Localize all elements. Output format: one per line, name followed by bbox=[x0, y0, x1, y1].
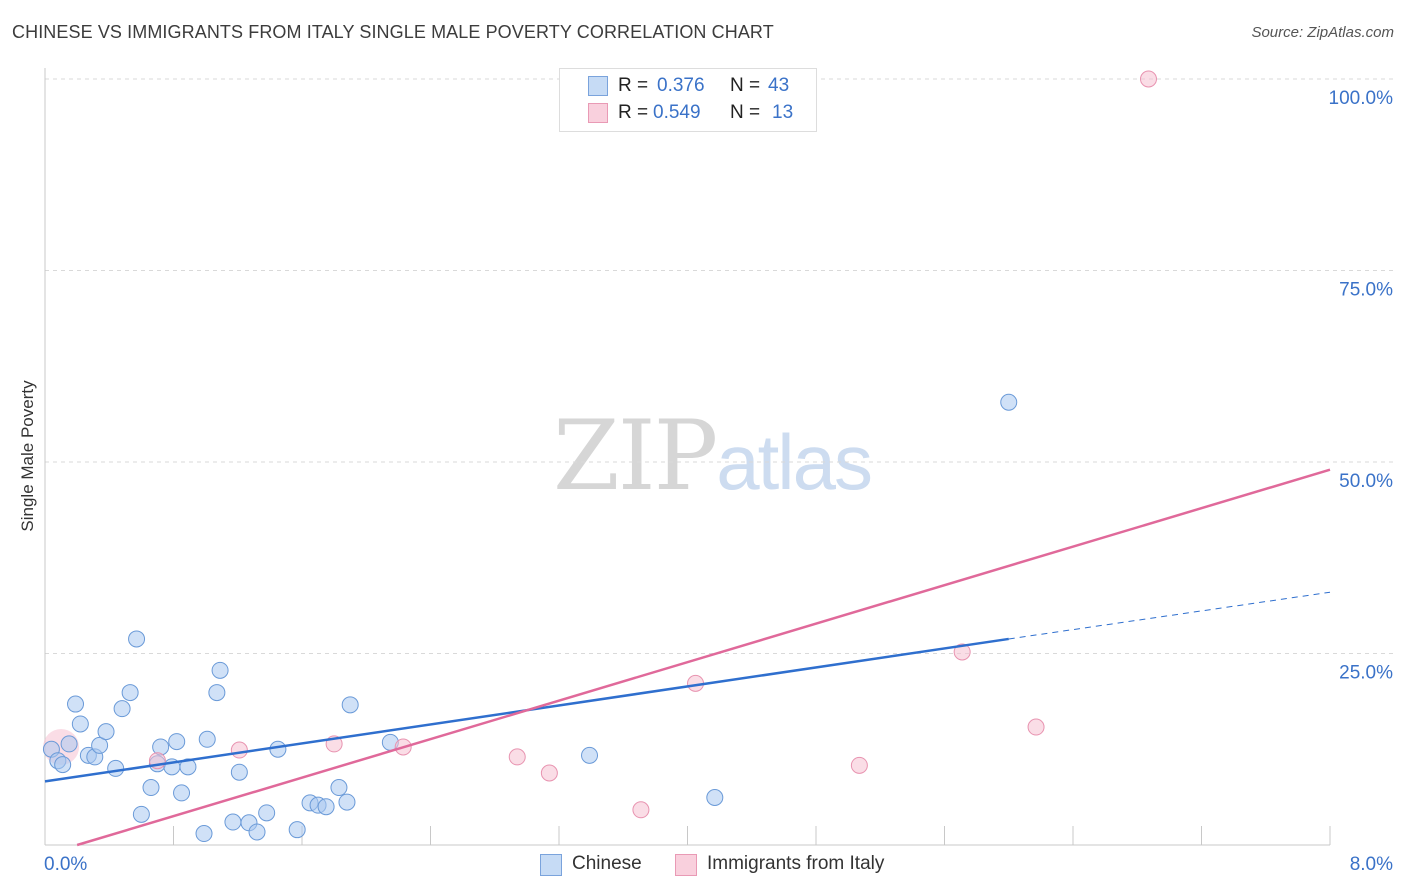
chinese-point-2 bbox=[54, 756, 72, 774]
chinese-point-5 bbox=[71, 715, 89, 733]
chinese-point-12 bbox=[121, 684, 139, 702]
legend-bottom-swatch-italy bbox=[675, 854, 697, 876]
chinese-point-10 bbox=[107, 759, 125, 777]
chinese-point-13 bbox=[128, 630, 146, 648]
legend-n-value-2: 13 bbox=[772, 102, 794, 123]
chinese-point-27 bbox=[230, 763, 248, 781]
chinese-point-19 bbox=[168, 733, 186, 751]
italy-trend-line bbox=[76, 468, 1331, 847]
legend-n-value-1: 43 bbox=[768, 75, 790, 96]
chinese-point-29 bbox=[248, 823, 266, 841]
legend-n-label-1: N = bbox=[730, 75, 761, 96]
series-legend: Chinese Immigrants from Italy bbox=[540, 852, 920, 882]
italy-point-7 bbox=[632, 801, 650, 819]
chinese-point-8 bbox=[91, 736, 109, 754]
italy-point-6 bbox=[540, 764, 558, 782]
legend-swatch-italy bbox=[588, 103, 608, 123]
legend-r-label-1: R = bbox=[618, 75, 649, 96]
chinese-point-35 bbox=[317, 798, 335, 816]
x-tick-label-1: 8.0% bbox=[1350, 854, 1393, 875]
chinese-point-32 bbox=[288, 821, 306, 839]
legend-bottom-label-italy: Immigrants from Italy bbox=[707, 853, 885, 874]
chinese-point-23 bbox=[198, 730, 216, 748]
chinese-point-31 bbox=[269, 740, 287, 758]
legend-r-value-2: 0.549 bbox=[653, 102, 701, 123]
chinese-point-20 bbox=[173, 784, 191, 802]
chinese-point-21 bbox=[179, 758, 197, 776]
legend-bottom-label-chinese: Chinese bbox=[572, 853, 642, 874]
y-tick-label-0: 100.0% bbox=[1329, 88, 1394, 109]
chinese-point-4 bbox=[67, 695, 85, 713]
chinese-point-42 bbox=[1000, 393, 1018, 411]
chinese-point-3 bbox=[60, 735, 78, 753]
legend-n-label-2: N = bbox=[730, 102, 761, 123]
chinese-trend-extension bbox=[1008, 591, 1331, 640]
source-label: Source: ZipAtlas.com bbox=[1251, 24, 1394, 41]
legend-swatch-chinese bbox=[588, 76, 608, 96]
italy-point-5 bbox=[508, 748, 526, 766]
watermark-zip: ZIP bbox=[553, 400, 718, 512]
chinese-point-26 bbox=[224, 813, 242, 831]
italy-point-10 bbox=[953, 643, 971, 661]
legend-r-value-1: 0.376 bbox=[657, 75, 705, 96]
chinese-point-30 bbox=[258, 804, 276, 822]
italy-point-2 bbox=[230, 741, 248, 759]
italy-point-11 bbox=[1027, 718, 1045, 736]
chinese-point-24 bbox=[208, 684, 226, 702]
chinese-point-17 bbox=[152, 738, 170, 756]
y-tick-label-2: 50.0% bbox=[1339, 471, 1393, 492]
y-tick-label-1: 75.0% bbox=[1339, 280, 1393, 301]
chinese-point-36 bbox=[330, 779, 348, 797]
chinese-point-9 bbox=[97, 723, 115, 741]
chinese-point-38 bbox=[341, 696, 359, 714]
chart-title: CHINESE VS IMMIGRANTS FROM ITALY SINGLE … bbox=[12, 22, 774, 42]
stats-legend: R = 0.376 N = 43 R = 0.549 N = 13 bbox=[559, 68, 817, 132]
chinese-point-37 bbox=[338, 793, 356, 811]
x-tick-label-0: 0.0% bbox=[44, 854, 87, 875]
chinese-point-22 bbox=[195, 825, 213, 843]
legend-bottom-swatch-chinese bbox=[540, 854, 562, 876]
chinese-point-15 bbox=[142, 779, 160, 797]
chinese-point-25 bbox=[211, 661, 229, 679]
chinese-point-41 bbox=[706, 789, 724, 807]
chinese-point-40 bbox=[581, 746, 599, 764]
chinese-point-14 bbox=[132, 805, 150, 823]
y-tick-label-3: 25.0% bbox=[1339, 663, 1393, 684]
legend-r-label-2: R = bbox=[618, 102, 649, 123]
italy-point-12 bbox=[1139, 70, 1157, 88]
italy-point-9 bbox=[850, 756, 868, 774]
chinese-point-11 bbox=[113, 700, 131, 718]
